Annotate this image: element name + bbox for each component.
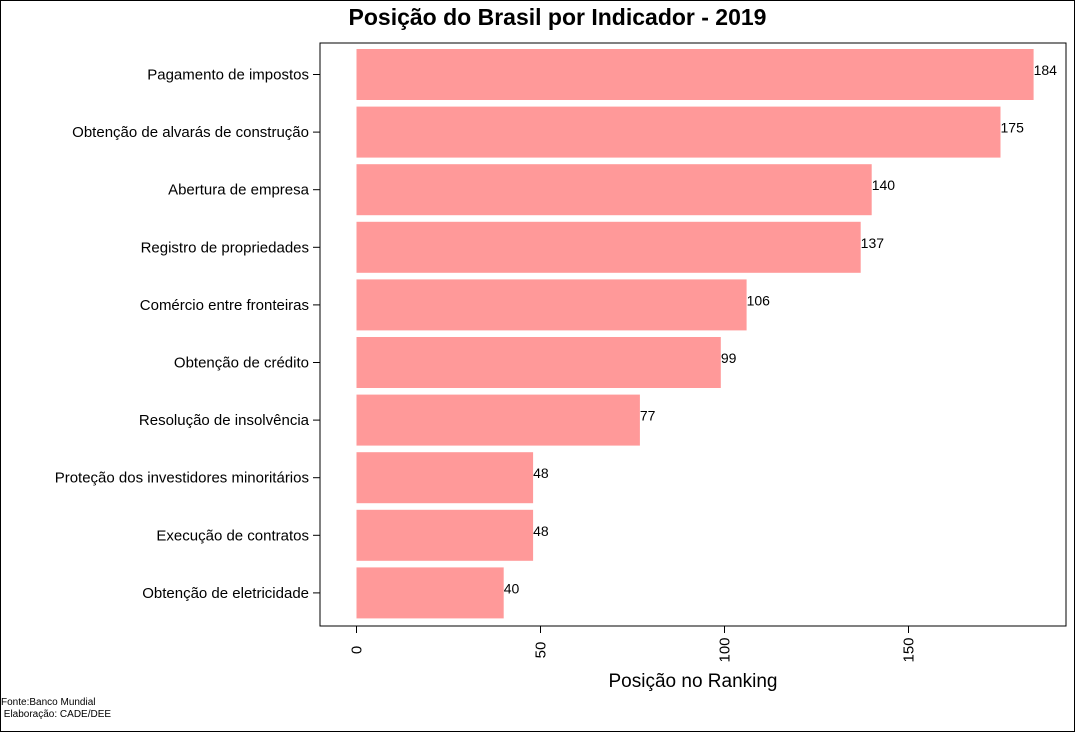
source-caption: Fonte:Banco Mundial Elaboração: CADE/DEE (1, 697, 111, 721)
bar (356, 394, 640, 446)
category-label: Comércio entre fronteiras (140, 297, 309, 314)
category-label: Resolução de insolvência (139, 412, 310, 429)
category-label: Execução de contratos (156, 527, 309, 544)
category-label: Registro de propriedades (141, 239, 309, 256)
data-label: 140 (872, 177, 896, 193)
category-labels-group: Pagamento de impostos Obtenção de alvarás… (55, 67, 320, 602)
data-label: 99 (721, 350, 737, 366)
bar (356, 567, 504, 619)
x-tick-label: 100 (717, 637, 734, 662)
data-label: 77 (640, 408, 656, 424)
data-label: 175 (1001, 120, 1025, 136)
x-tick-label: 50 (533, 642, 550, 659)
x-axis: 0 50 100 150 (349, 626, 918, 663)
bar (356, 49, 1034, 100)
source-text: Fonte:Banco Mundial (1, 697, 96, 708)
bar (356, 164, 872, 216)
bars-group: 184 175 140 137 106 99 77 48 48 40 (356, 49, 1058, 619)
data-label: 48 (533, 465, 549, 481)
bar (356, 221, 861, 273)
chart-title: Posição do Brasil por Indicador - 2019 (348, 4, 767, 30)
bar (356, 509, 534, 561)
bar (356, 279, 747, 331)
data-label: 48 (533, 523, 549, 539)
bar (356, 452, 534, 504)
x-axis-label: Posição no Ranking (608, 671, 778, 692)
category-label: Proteção dos investidores minoritários (55, 470, 309, 487)
category-label: Obtenção de crédito (174, 355, 309, 372)
category-label: Pagamento de impostos (147, 67, 309, 84)
plot-area-border (319, 42, 1067, 627)
category-label: Obtenção de alvarás de construção (72, 124, 309, 141)
bar (356, 106, 1001, 158)
x-tick-label: 150 (901, 637, 918, 662)
bar (356, 337, 721, 388)
data-label: 106 (747, 292, 771, 308)
data-label: 184 (1034, 62, 1058, 78)
category-label: Abertura de empresa (168, 182, 310, 199)
data-label: 40 (504, 580, 520, 596)
data-label: 137 (861, 235, 885, 251)
author-text: Elaboração: CADE/DEE (1, 709, 112, 720)
x-tick-label: 0 (349, 646, 366, 654)
category-label: Obtenção de eletricidade (142, 585, 309, 602)
